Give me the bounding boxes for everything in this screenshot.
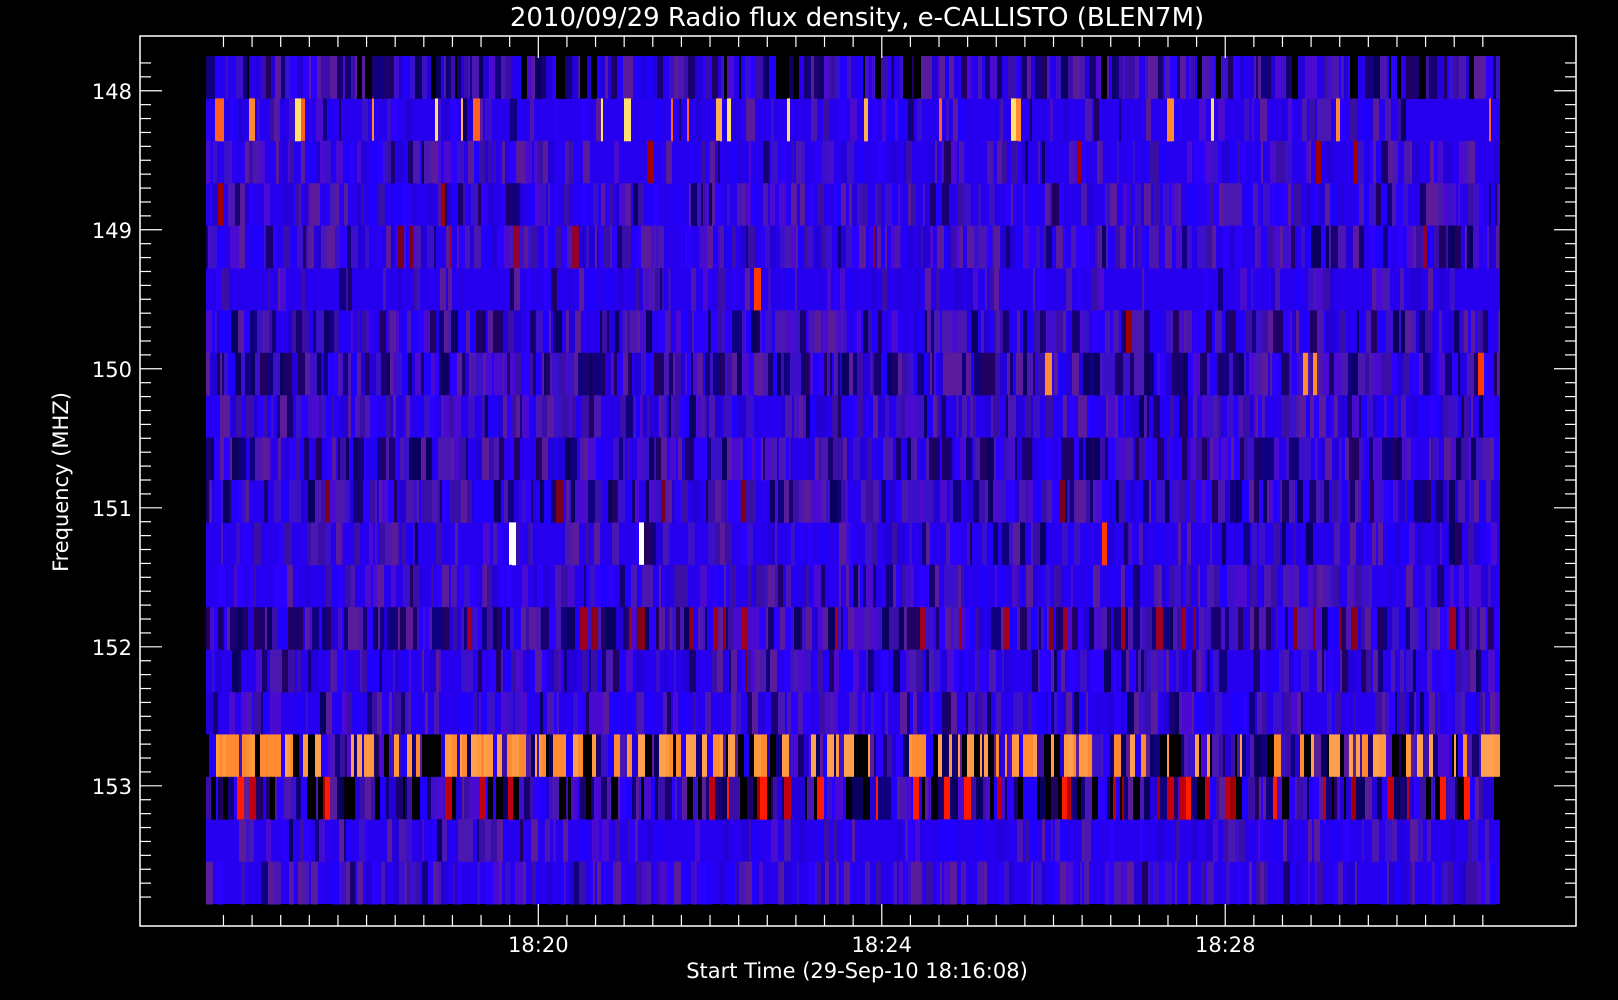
x-axis-label: Start Time (29-Sep-10 18:16:08) <box>686 959 1028 983</box>
x-tick-label: 18:24 <box>851 933 912 957</box>
heatmap-area <box>206 56 1500 905</box>
y-axis: 148 149 150 151 152 153 <box>92 62 1576 898</box>
x-tick-label: 18:28 <box>1195 933 1256 957</box>
y-tick-label: 149 <box>92 219 132 243</box>
plot-frame <box>139 35 1577 927</box>
y-tick-label: 153 <box>92 775 132 799</box>
y-axis-label: Frequency (MHZ) <box>49 392 73 572</box>
y-tick-label: 151 <box>92 497 132 521</box>
y-tick-label: 148 <box>92 80 132 104</box>
x-tick-label: 18:20 <box>508 933 569 957</box>
y-tick-label: 152 <box>92 636 132 660</box>
chart-title: 2010/09/29 Radio flux density, e-CALLIST… <box>510 3 1204 33</box>
x-axis: 18:20 18:24 18:28 <box>222 36 1484 957</box>
y-tick-label: 150 <box>92 358 132 382</box>
